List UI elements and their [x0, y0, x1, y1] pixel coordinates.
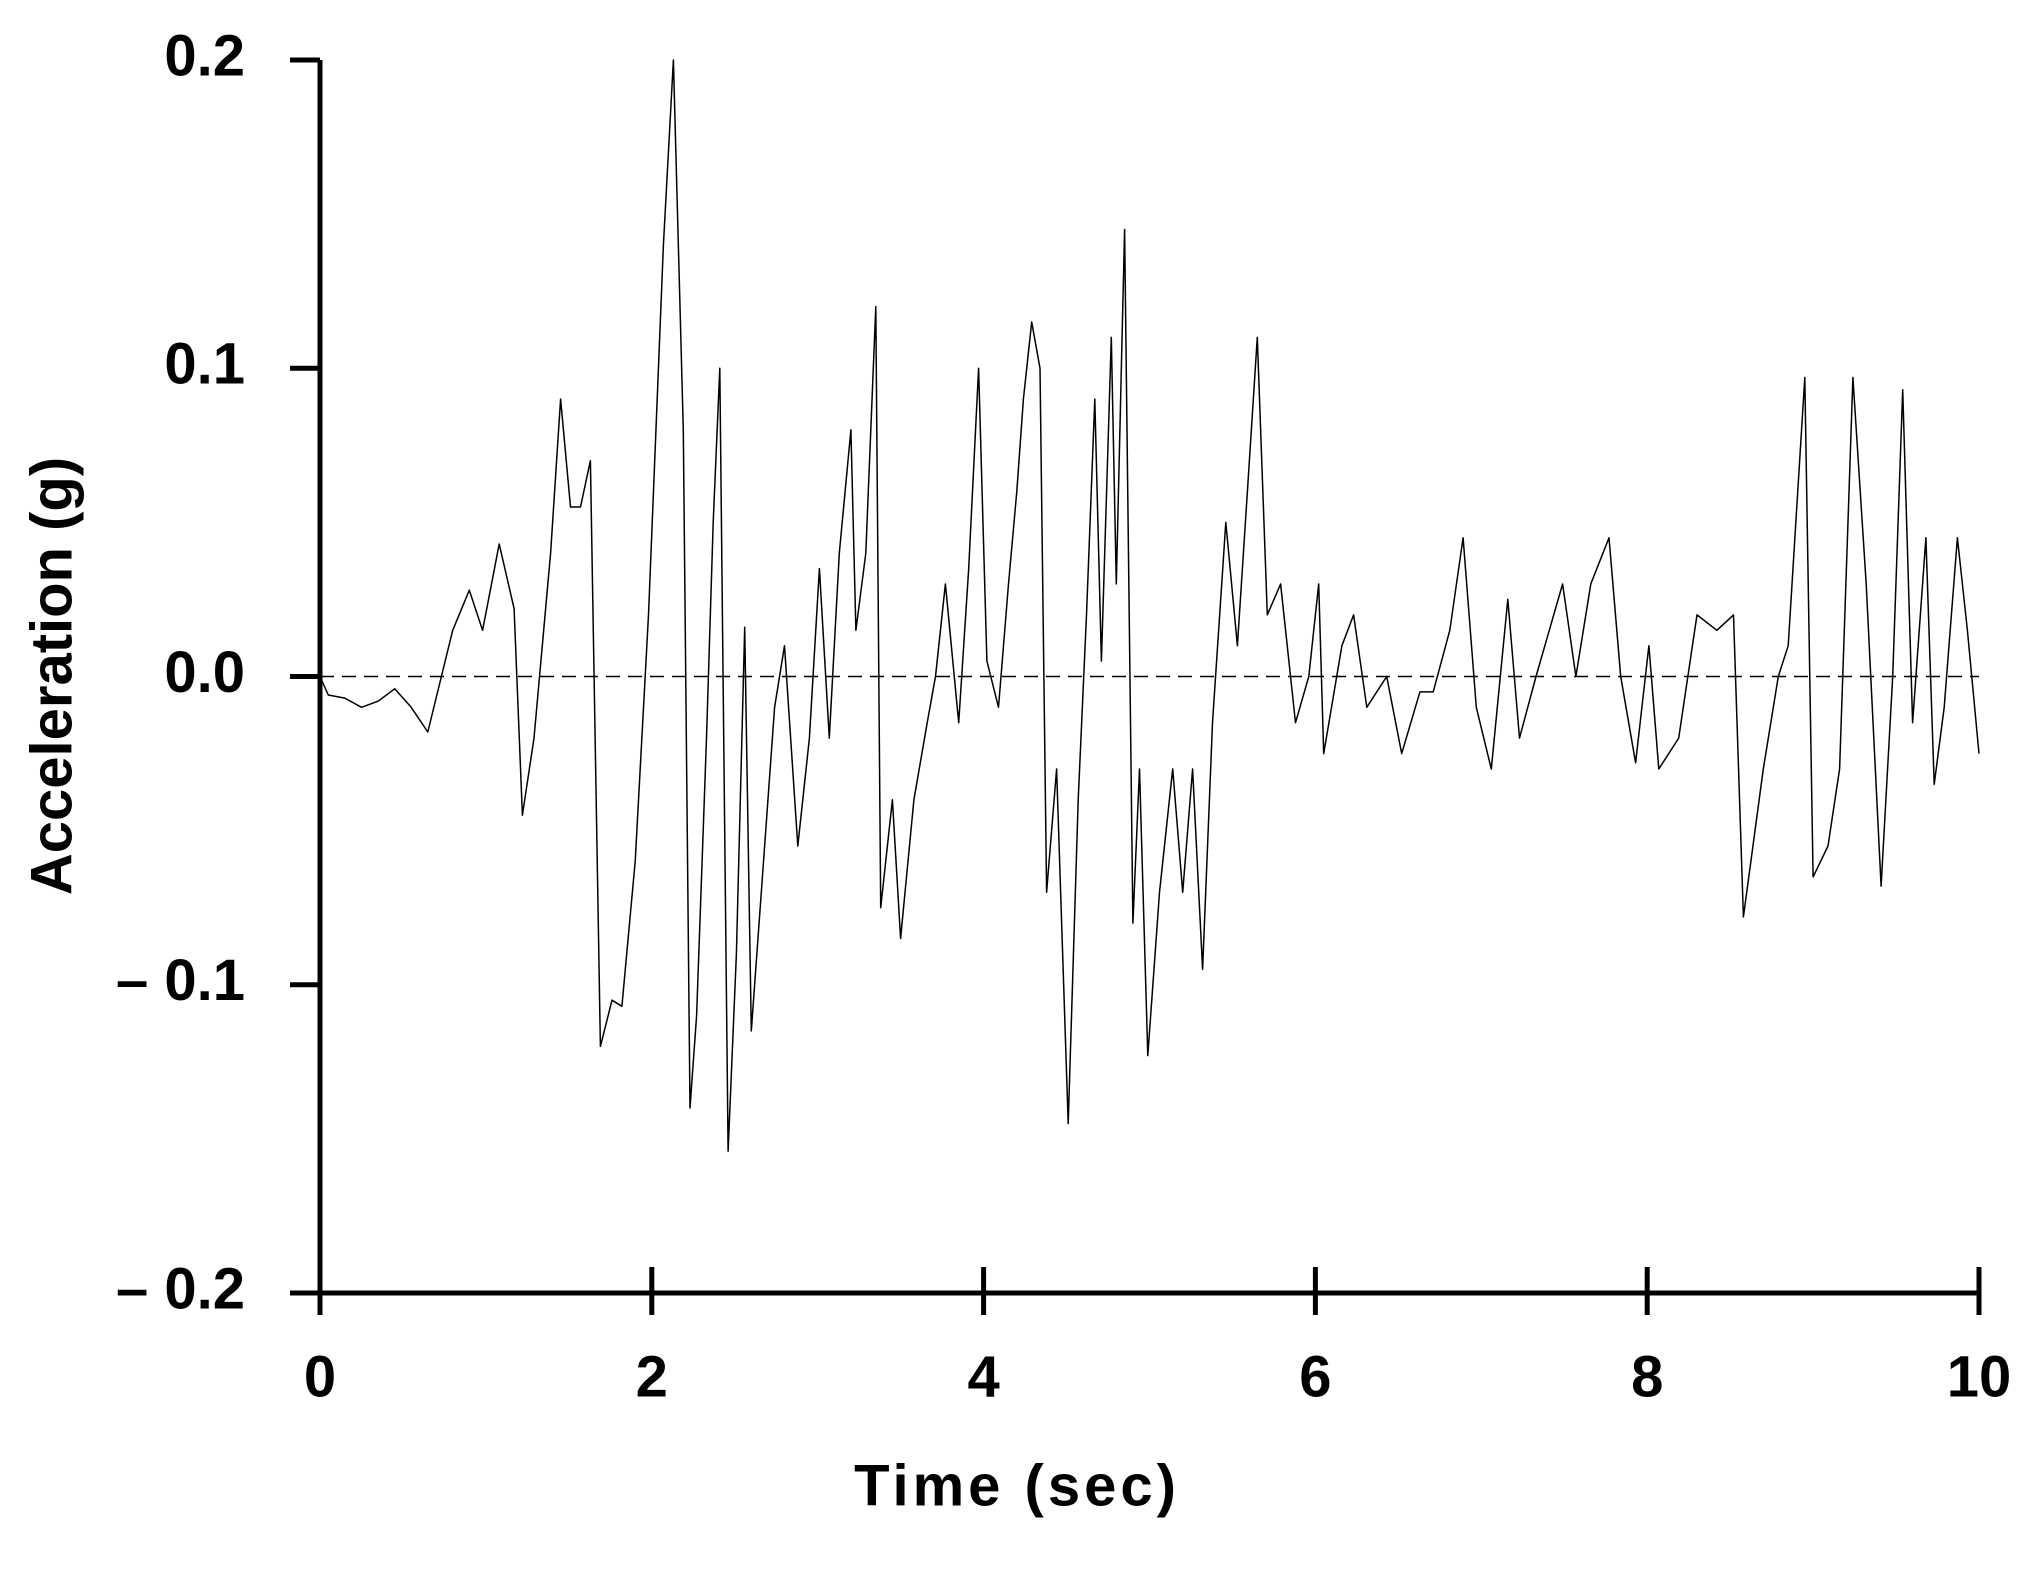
y-axis-title: Acceleration (g): [19, 457, 84, 895]
x-tick-label: 10: [1947, 1344, 2012, 1409]
x-tick-label: 2: [636, 1344, 668, 1409]
y-tick-label: – 0.1: [116, 948, 245, 1013]
x-tick-label: 6: [1299, 1344, 1331, 1409]
x-tick-label: 0: [304, 1344, 336, 1409]
x-axis-title: Time (sec): [854, 1453, 1180, 1518]
y-tick-label: 0.0: [164, 640, 245, 705]
y-tick-label: – 0.2: [116, 1256, 245, 1321]
x-tick-label: 4: [967, 1344, 999, 1409]
x-tick-label: 8: [1631, 1344, 1663, 1409]
y-tick-label: 0.1: [164, 332, 245, 397]
data-line: [319, 59, 1980, 1152]
y-tick-label: 0.2: [164, 23, 245, 88]
